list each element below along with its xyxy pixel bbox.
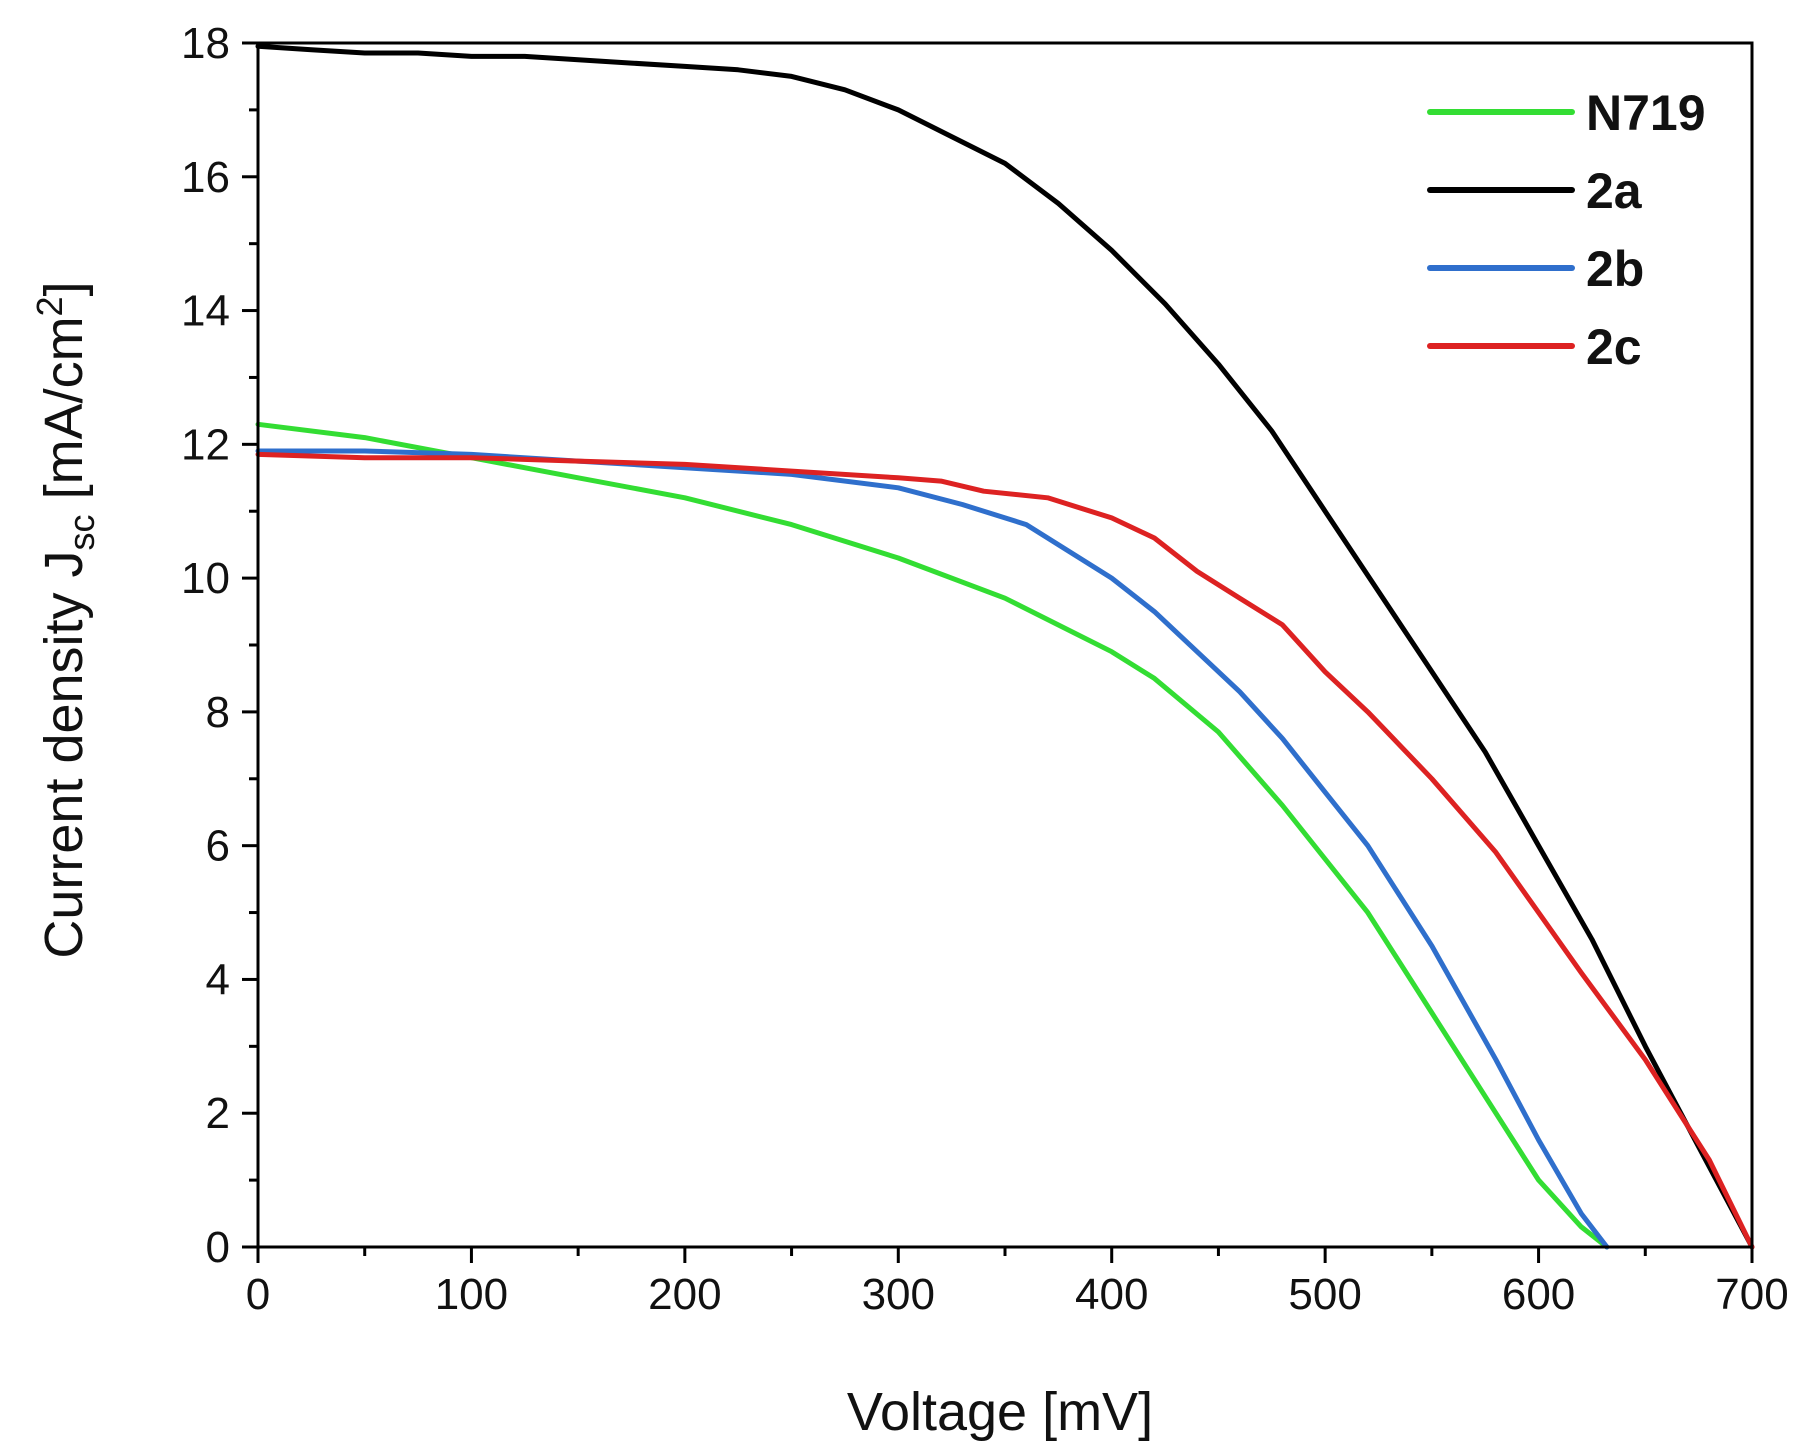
x-tick-label: 700 (1715, 1270, 1788, 1319)
y-axis-title-subscript: sc (61, 514, 102, 550)
y-tick-label: 14 (181, 287, 230, 336)
x-tick-label: 100 (435, 1270, 508, 1319)
axis-layer: 0 100 200 300 400 500 600 700 0 2 4 6 8 10 12 14 16 18 (181, 19, 1789, 1319)
x-tick-label: 400 (1075, 1270, 1148, 1319)
legend-label-2a: 2a (1586, 163, 1643, 219)
legend-label-2b: 2b (1586, 241, 1644, 297)
y-tick-label: 8 (206, 688, 230, 737)
x-tick-label: 500 (1288, 1270, 1361, 1319)
y-tick-label: 4 (206, 955, 230, 1004)
series-layer (255, 43, 1755, 1250)
x-tick-label: 200 (648, 1270, 721, 1319)
y-axis-title-unit-suffix: ] (34, 281, 94, 296)
legend-label-n719: N719 (1586, 85, 1706, 141)
y-axis-title-superscript: 2 (29, 296, 70, 316)
y-tick-label: 16 (181, 153, 230, 202)
y-axis-title-unit-prefix: [mA/cm (34, 316, 94, 514)
y-tick-label: 18 (181, 19, 230, 68)
y-tick-label: 2 (206, 1089, 230, 1138)
legend: N719 2a 2b 2c (1427, 85, 1706, 375)
y-tick-label: 10 (181, 554, 230, 603)
series-line-n719 (255, 421, 1610, 1250)
y-tick-label: 12 (181, 420, 230, 469)
x-tick-label: 0 (246, 1270, 270, 1319)
x-axis-title: Voltage [mV] (847, 1382, 1153, 1442)
y-tick-label: 0 (206, 1223, 230, 1272)
series-line-2a (255, 43, 1755, 1250)
y-tick-label: 6 (206, 822, 230, 871)
x-tick-label: 300 (862, 1270, 935, 1319)
series-line-2c (255, 451, 1755, 1250)
legend-label-2c: 2c (1586, 319, 1642, 375)
y-axis-title-main: Current density J (34, 550, 94, 958)
x-tick-label: 600 (1502, 1270, 1575, 1319)
y-axis-title: Current density Jsc [mA/cm2] (29, 281, 102, 958)
